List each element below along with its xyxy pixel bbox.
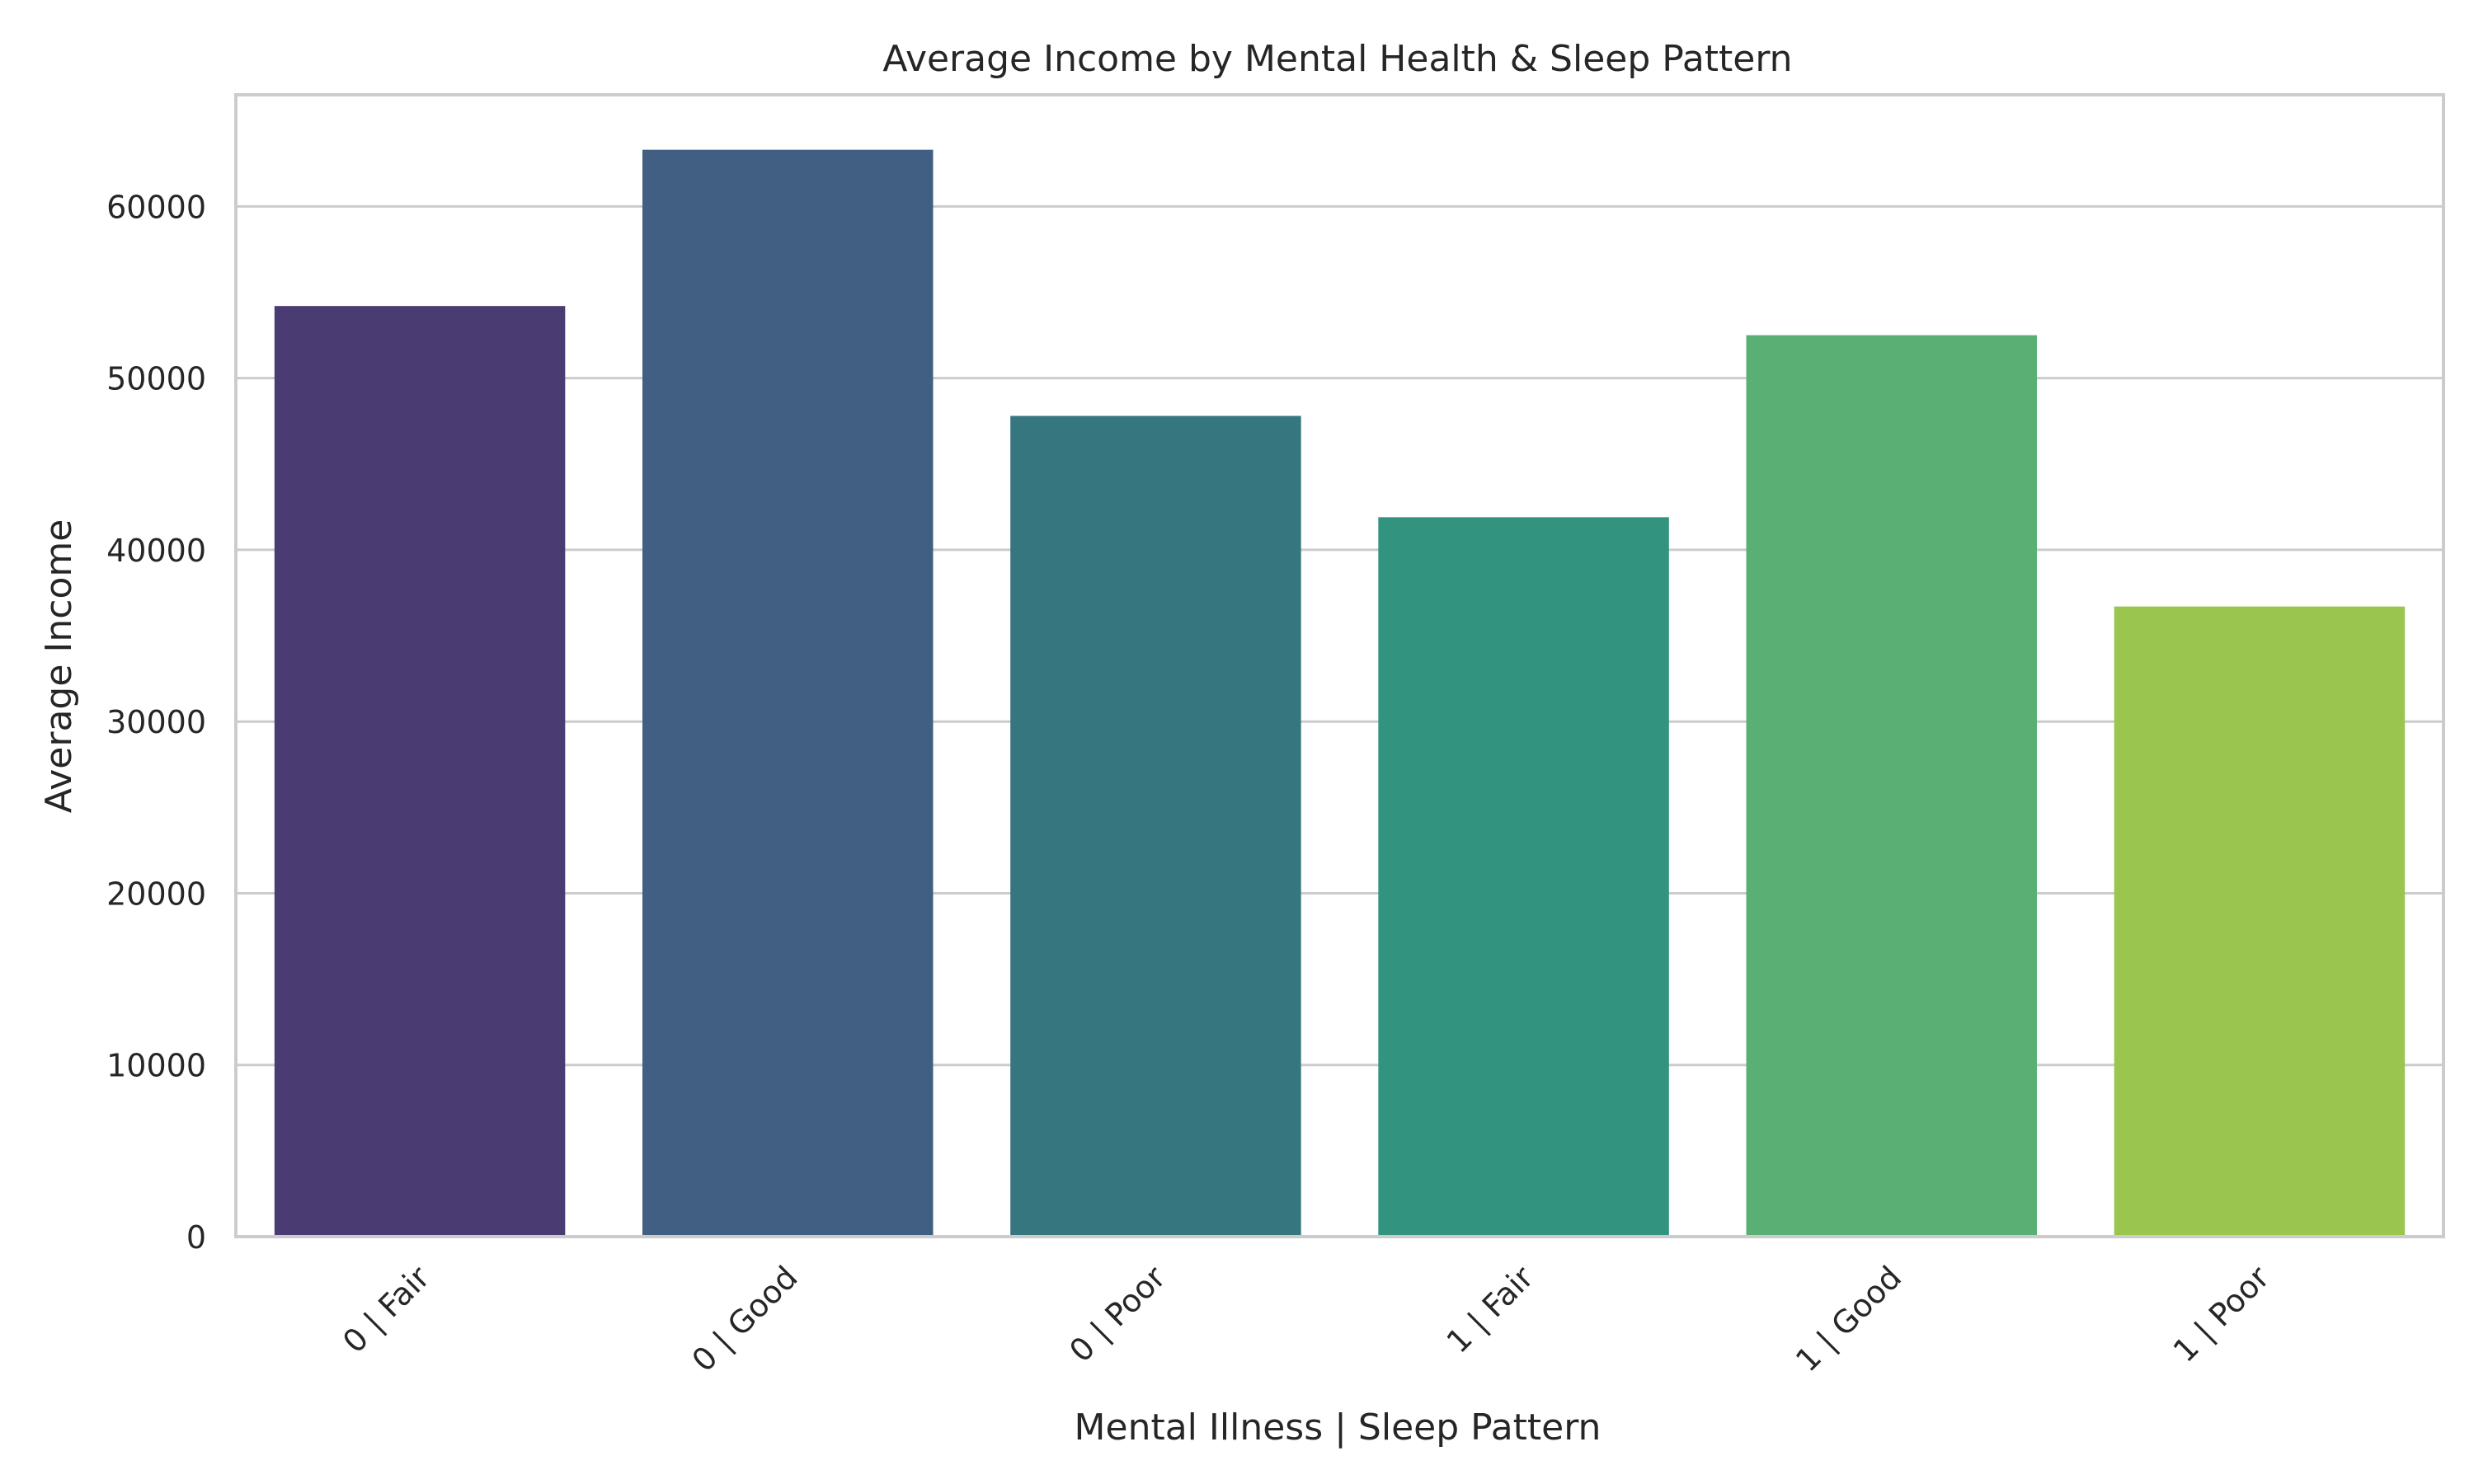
bar <box>1010 416 1301 1237</box>
x-tick-label: 0 | Fair <box>336 1259 437 1360</box>
bar <box>1378 517 1669 1237</box>
chart-title: Average Income by Mental Health & Sleep … <box>882 38 1792 80</box>
grid-layer <box>236 204 2443 1067</box>
x-tick-label: 1 | Poor <box>2166 1259 2277 1369</box>
y-tick-label: 20000 <box>106 876 206 912</box>
y-axis-title: Average Income <box>38 519 80 814</box>
plot-frame <box>234 93 2445 1238</box>
bar <box>274 306 566 1237</box>
y-tick-label: 0 <box>186 1219 206 1256</box>
y-tick-label: 10000 <box>106 1048 206 1084</box>
bar <box>2114 606 2406 1237</box>
y-tick-label: 50000 <box>106 361 206 397</box>
x-tick-label: 1 | Fair <box>1440 1259 1541 1360</box>
x-tick-label: 0 | Poor <box>1062 1259 1173 1369</box>
bar <box>1746 335 2037 1237</box>
y-tick-label: 30000 <box>106 704 206 740</box>
y-tick-label: 60000 <box>106 189 206 225</box>
y-tick-layer: 0 10000 20000 30000 40000 50000 60000 <box>106 189 206 1256</box>
x-axis-title: Mental Illness | Sleep Pattern <box>1075 1407 1602 1449</box>
y-tick-label: 40000 <box>106 533 206 569</box>
x-tick-layer: 0 | Fair 0 | Good 0 | Poor 1 | Fair 1 | Good… <box>336 1259 2277 1379</box>
bar-layer <box>274 149 2406 1237</box>
x-tick-label: 0 | Good <box>685 1259 806 1379</box>
bar <box>642 149 934 1237</box>
x-tick-label: 1 | Good <box>1789 1259 1909 1379</box>
